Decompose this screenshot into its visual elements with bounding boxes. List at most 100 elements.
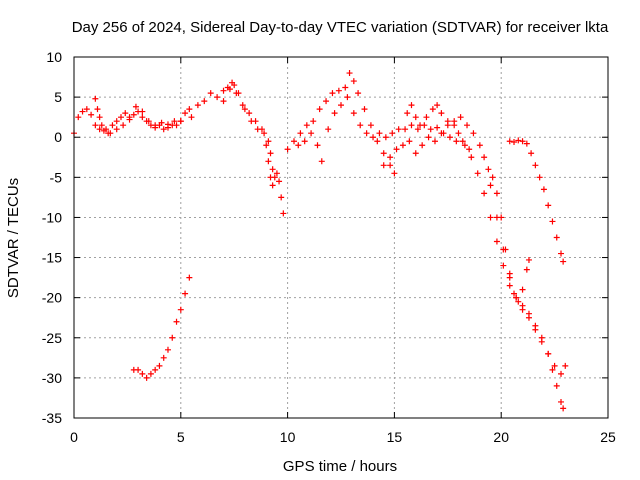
data-point <box>325 126 332 133</box>
data-point <box>417 122 424 129</box>
data-point <box>239 102 246 109</box>
data-point <box>500 246 507 253</box>
data-point <box>387 154 394 161</box>
data-point <box>75 114 82 121</box>
data-point <box>278 194 285 201</box>
data-point <box>267 174 274 181</box>
data-point <box>519 306 526 313</box>
data-point <box>425 134 432 141</box>
data-point <box>261 130 268 137</box>
data-point <box>404 110 411 117</box>
data-point <box>419 142 426 149</box>
data-point <box>103 126 110 133</box>
data-point <box>506 274 513 281</box>
data-point <box>297 130 304 137</box>
data-point <box>414 126 421 133</box>
x-tick-label: 5 <box>177 429 185 445</box>
data-point <box>329 90 336 97</box>
data-point <box>323 98 330 105</box>
data-point <box>532 162 539 169</box>
data-point <box>457 114 464 121</box>
data-point <box>444 118 451 125</box>
x-axis-title: GPS time / hours <box>283 458 397 475</box>
series-track-k <box>130 274 193 381</box>
data-point <box>545 202 552 209</box>
y-axis-title: SDTVAR / TECUs <box>5 178 22 298</box>
data-point <box>515 298 522 305</box>
data-point <box>361 106 368 113</box>
data-point <box>331 110 338 117</box>
data-point <box>487 182 494 189</box>
data-point <box>506 282 513 289</box>
data-point <box>214 94 221 101</box>
data-point <box>220 87 227 94</box>
x-tick-label: 20 <box>493 429 509 445</box>
data-point <box>481 190 488 197</box>
chart-title: Day 256 of 2024, Sidereal Day-to-day VTE… <box>72 19 609 36</box>
data-point <box>169 334 176 341</box>
data-point <box>173 122 180 129</box>
data-point <box>434 102 441 109</box>
data-point <box>117 114 124 121</box>
data-point <box>107 130 114 137</box>
x-tick-label: 25 <box>600 429 616 445</box>
data-point <box>164 346 171 353</box>
data-point <box>382 134 389 141</box>
data-point <box>357 122 364 129</box>
x-tick-label: 15 <box>387 429 403 445</box>
data-point <box>549 366 556 373</box>
data-point <box>246 110 253 117</box>
series-track-d <box>220 79 276 189</box>
data-point <box>96 114 103 121</box>
data-point <box>412 114 419 121</box>
data-point <box>474 170 481 177</box>
data-point <box>487 214 494 221</box>
data-point <box>147 370 154 377</box>
data-point <box>83 106 90 113</box>
data-point <box>92 122 99 129</box>
data-point <box>96 126 103 133</box>
data-point <box>476 142 483 149</box>
data-point <box>393 146 400 153</box>
data-point <box>453 138 460 145</box>
data-point <box>553 382 560 389</box>
data-point <box>346 70 353 77</box>
data-point <box>455 130 462 137</box>
data-point <box>523 266 530 273</box>
data-point <box>233 90 240 97</box>
data-point <box>367 122 374 129</box>
data-point <box>109 122 116 129</box>
data-point <box>464 122 471 129</box>
data-point <box>523 140 530 147</box>
data-point <box>301 138 308 145</box>
series-track-c <box>188 82 287 217</box>
data-point <box>120 122 127 129</box>
data-point <box>506 138 513 145</box>
data-point <box>241 106 248 113</box>
data-point <box>308 130 315 137</box>
data-point <box>380 162 387 169</box>
data-point <box>438 130 445 137</box>
data-point <box>562 362 569 369</box>
data-point <box>558 398 565 405</box>
data-point <box>536 174 543 181</box>
y-tick-label: -30 <box>42 370 62 386</box>
data-point <box>201 98 208 105</box>
data-point <box>164 121 171 128</box>
data-point <box>130 111 137 118</box>
data-point <box>395 126 402 133</box>
data-point <box>500 262 507 269</box>
y-tick-label: -15 <box>42 250 62 266</box>
data-point <box>263 142 270 149</box>
data-point <box>265 138 272 145</box>
series-track-a <box>71 106 193 137</box>
data-point <box>431 138 438 145</box>
data-point <box>363 130 370 137</box>
data-point <box>258 126 265 133</box>
y-tick-label: -5 <box>50 169 63 185</box>
data-point <box>113 118 120 125</box>
data-point <box>182 110 189 117</box>
ticks-layer: -35 -30 -25 -20 -15 -10 -5 0 5 10 0 5 10 15 20 25 <box>42 49 616 445</box>
data-point <box>207 90 214 97</box>
data-point <box>269 182 276 189</box>
